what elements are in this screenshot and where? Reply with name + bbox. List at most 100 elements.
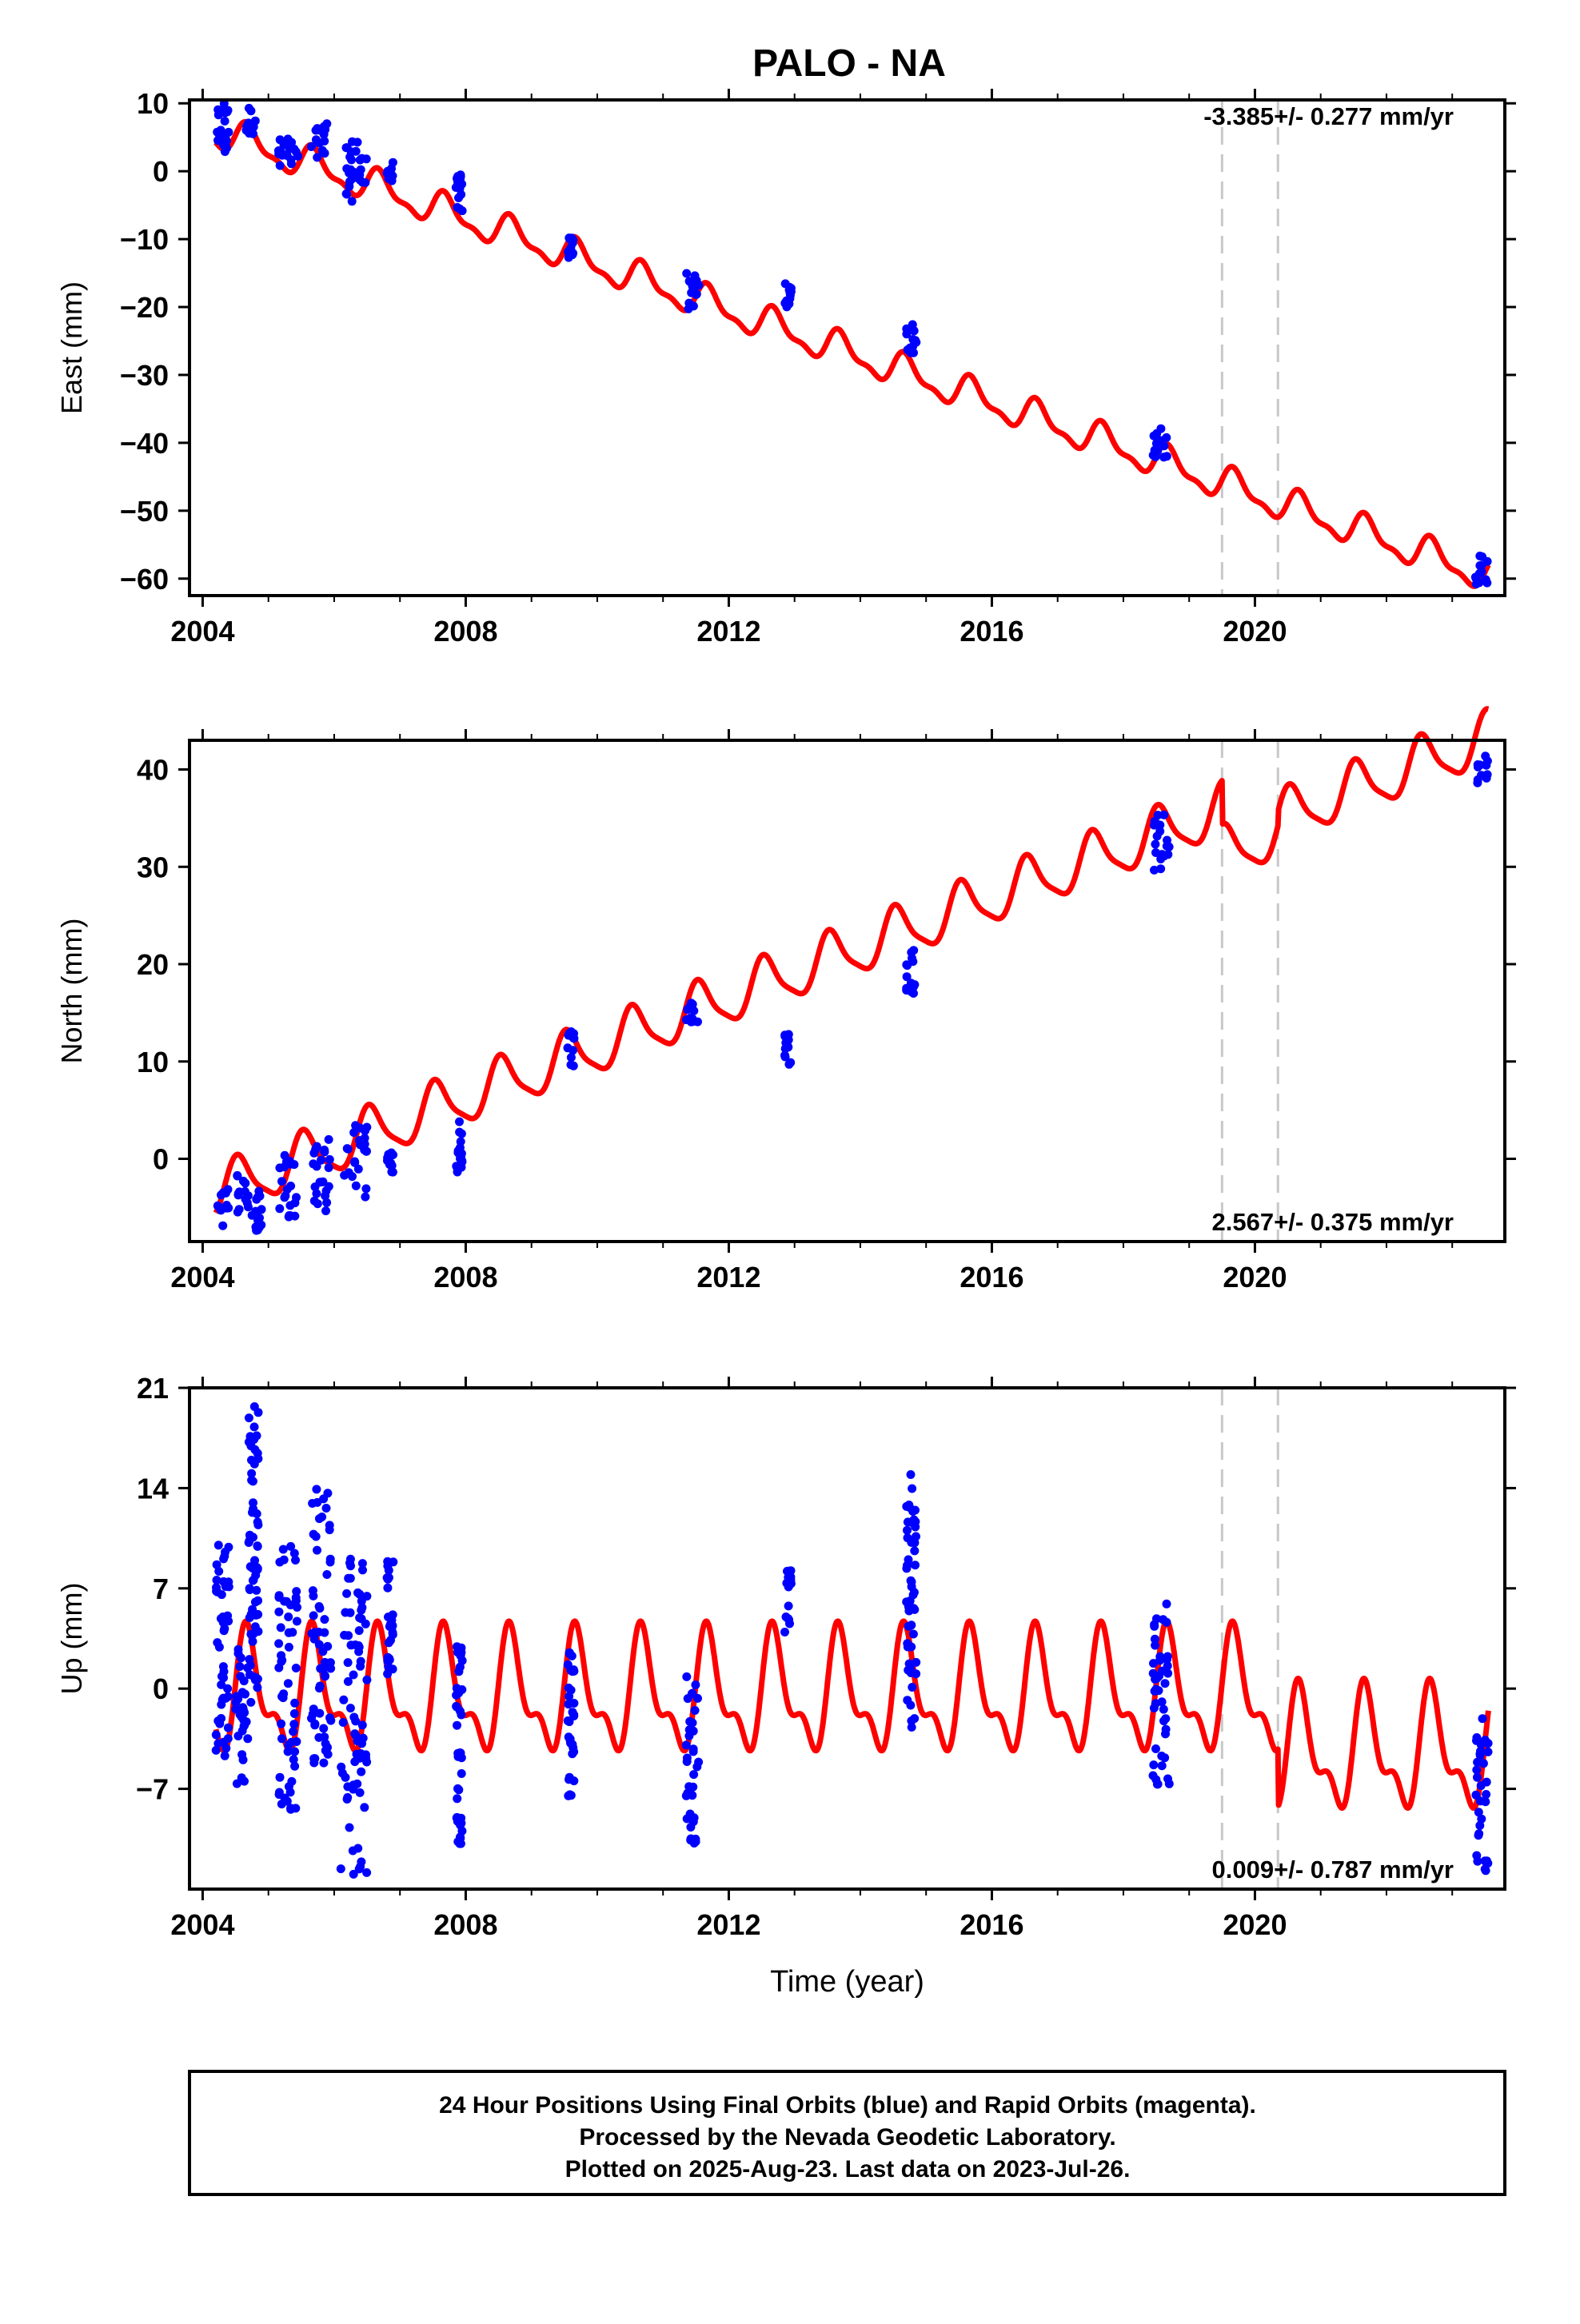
data-point <box>291 1804 301 1813</box>
data-point <box>908 341 918 351</box>
data-point <box>1475 552 1485 560</box>
data-point <box>245 1432 255 1441</box>
data-point <box>275 161 285 170</box>
data-point <box>314 1684 324 1693</box>
data-point <box>251 1222 261 1232</box>
y-tick-label: 10 <box>137 1046 169 1078</box>
data-point <box>320 1628 329 1637</box>
data-point <box>241 1689 249 1699</box>
data-point <box>682 1672 692 1681</box>
data-point <box>342 189 352 199</box>
data-point <box>1162 1617 1171 1627</box>
data-point <box>253 1609 262 1619</box>
data-point <box>355 1788 365 1797</box>
data-point <box>1151 839 1160 849</box>
data-point <box>1475 1751 1485 1760</box>
ticks-north: 2004 2008 2012 2016 2020 40 30 20 10 0 <box>137 729 1516 1294</box>
data-point <box>213 1541 223 1550</box>
data-point <box>313 1199 322 1209</box>
data-point <box>566 1053 576 1062</box>
data-point <box>217 1680 226 1689</box>
data-point <box>243 1734 253 1744</box>
data-point <box>277 1734 286 1744</box>
y-tick-label: 30 <box>137 851 169 883</box>
data-point <box>692 1762 702 1772</box>
x-tick-label: 2004 <box>170 615 234 648</box>
data-point <box>236 1672 245 1681</box>
data-point <box>274 1639 284 1648</box>
data-point <box>356 1661 365 1671</box>
data-point <box>310 1720 320 1730</box>
data-point <box>319 1758 329 1768</box>
model-line-north <box>213 706 1491 1214</box>
data-point <box>909 989 918 998</box>
data-point <box>457 1813 466 1823</box>
data-point <box>1162 433 1171 442</box>
data-point <box>564 1683 573 1692</box>
data-point <box>253 1449 262 1458</box>
data-point <box>216 126 225 135</box>
data-point <box>286 1182 296 1190</box>
data-point <box>219 1673 228 1683</box>
data-point <box>356 165 365 174</box>
data-point <box>902 1501 912 1511</box>
data-point <box>1473 775 1482 784</box>
data-point <box>784 1601 793 1611</box>
data-point <box>1152 1673 1162 1683</box>
data-point <box>275 1204 285 1214</box>
data-point <box>1151 1640 1160 1650</box>
observations-up <box>211 1402 1493 1879</box>
data-point <box>342 1589 352 1598</box>
ylabel-up: Up (mm) <box>55 1583 88 1695</box>
data-point <box>684 298 694 308</box>
rate-label-east: -3.385+/- 0.277 mm/yr <box>1203 102 1454 130</box>
data-point <box>326 1716 336 1725</box>
x-tick-label: 2016 <box>960 1261 1023 1294</box>
data-point <box>321 1504 331 1513</box>
data-point <box>289 1727 298 1736</box>
data-point <box>1483 1747 1493 1756</box>
data-point <box>910 1538 920 1548</box>
data-point <box>324 1163 333 1173</box>
data-point <box>453 1167 462 1177</box>
rate-label-north: 2.567+/- 0.375 mm/yr <box>1212 1208 1454 1236</box>
data-point <box>564 247 573 257</box>
data-point <box>283 1679 293 1688</box>
data-point <box>212 1576 221 1585</box>
data-point <box>354 1647 364 1656</box>
data-point <box>224 1577 233 1587</box>
x-tick-label: 2016 <box>960 615 1023 648</box>
footer-line-1: 24 Hour Positions Using Final Orbits (bl… <box>439 2092 1256 2119</box>
data-point <box>685 1809 695 1819</box>
data-point <box>565 1649 574 1658</box>
data-point <box>1155 1656 1164 1665</box>
data-point <box>566 1791 576 1800</box>
data-point <box>457 1157 467 1166</box>
data-point <box>221 136 231 145</box>
data-point <box>1471 1790 1481 1800</box>
data-point <box>784 1566 793 1576</box>
data-point <box>455 1127 465 1137</box>
data-point <box>223 1684 233 1693</box>
data-point <box>1152 429 1162 438</box>
data-point <box>278 1545 288 1554</box>
data-point <box>274 1607 284 1616</box>
data-point <box>1150 1634 1159 1644</box>
data-point <box>292 1587 301 1597</box>
data-point <box>214 1567 224 1576</box>
data-point <box>903 1525 912 1535</box>
y-tick-label: 0 <box>153 1143 169 1176</box>
data-point <box>277 1177 286 1186</box>
model-curve-north <box>213 706 1491 1214</box>
event-lines-east <box>1220 100 1279 596</box>
data-point <box>314 1602 324 1611</box>
data-point <box>563 1660 573 1669</box>
data-point <box>284 1642 293 1652</box>
data-point <box>694 281 704 290</box>
data-point <box>388 1610 397 1620</box>
data-point <box>311 126 321 135</box>
ticks-up: 2004 2008 2012 2016 2020 21 14 7 0 −7 <box>136 1372 1516 1941</box>
data-point <box>1476 1781 1486 1791</box>
data-point <box>904 1621 913 1631</box>
panel-north: 2004 2008 2012 2016 2020 40 30 20 10 0 North (mm)… <box>55 706 1516 1294</box>
